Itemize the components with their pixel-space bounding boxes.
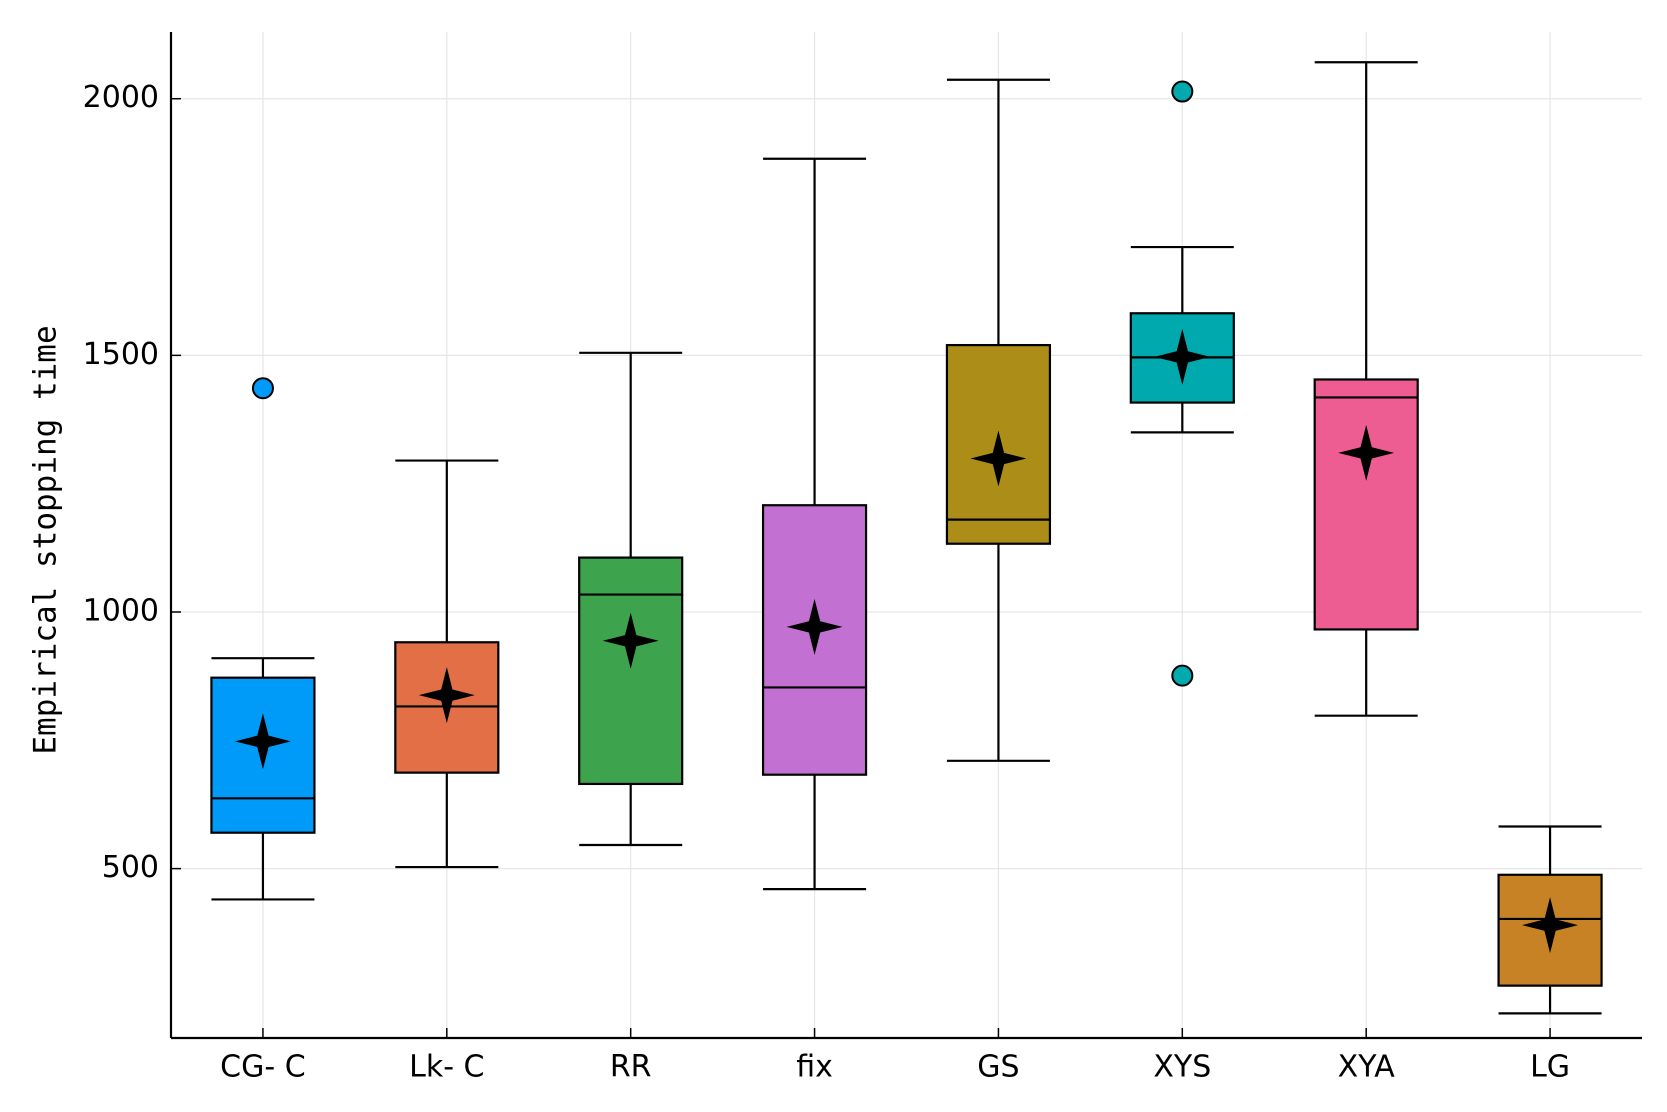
grid-lines — [171, 32, 1642, 1038]
mean-marker — [234, 713, 291, 770]
mean-marker — [1522, 897, 1579, 954]
x-tick-label: XYS — [1153, 1050, 1211, 1085]
box-body — [1313, 378, 1419, 631]
box-xys — [1129, 80, 1235, 687]
y-tick-label: 1500 — [83, 337, 159, 372]
box-cg-c — [210, 377, 316, 901]
x-tick-label: RR — [610, 1050, 652, 1085]
mean-marker — [602, 612, 659, 669]
mean-marker — [1338, 424, 1395, 481]
x-tick-label: LG — [1530, 1050, 1570, 1085]
axes — [169, 32, 1642, 1040]
box-plots — [210, 61, 1603, 1015]
y-tick-label: 2000 — [83, 80, 159, 115]
outlier-point — [251, 377, 274, 400]
box-gs — [945, 78, 1052, 762]
y-tick-label: 500 — [102, 850, 159, 885]
mean-marker — [786, 598, 843, 655]
outlier-point — [1171, 664, 1194, 687]
tick-labels: 500 1000 1500 2000 CG- C Lk- C RR fix GS XYS XYA LG — [83, 80, 1570, 1084]
box-body — [578, 556, 684, 786]
mean-marker — [970, 430, 1027, 487]
box-lk-c — [394, 459, 500, 869]
x-tick-label: CG- C — [220, 1050, 306, 1085]
x-tick-label: Lk- C — [409, 1050, 484, 1085]
y-axis-title: Empirical stopping time — [28, 325, 64, 754]
mean-marker — [1154, 328, 1211, 385]
box-xya — [1313, 61, 1419, 717]
box-rr — [578, 351, 684, 847]
x-tick-label: GS — [977, 1050, 1019, 1085]
outlier-point — [1171, 80, 1194, 103]
x-tick-label: fix — [796, 1050, 833, 1085]
mean-marker — [418, 667, 475, 724]
box-fix — [761, 157, 868, 891]
y-tick-label: 1000 — [83, 593, 159, 628]
box-lg — [1497, 825, 1603, 1015]
x-tick-label: XYA — [1338, 1050, 1396, 1085]
